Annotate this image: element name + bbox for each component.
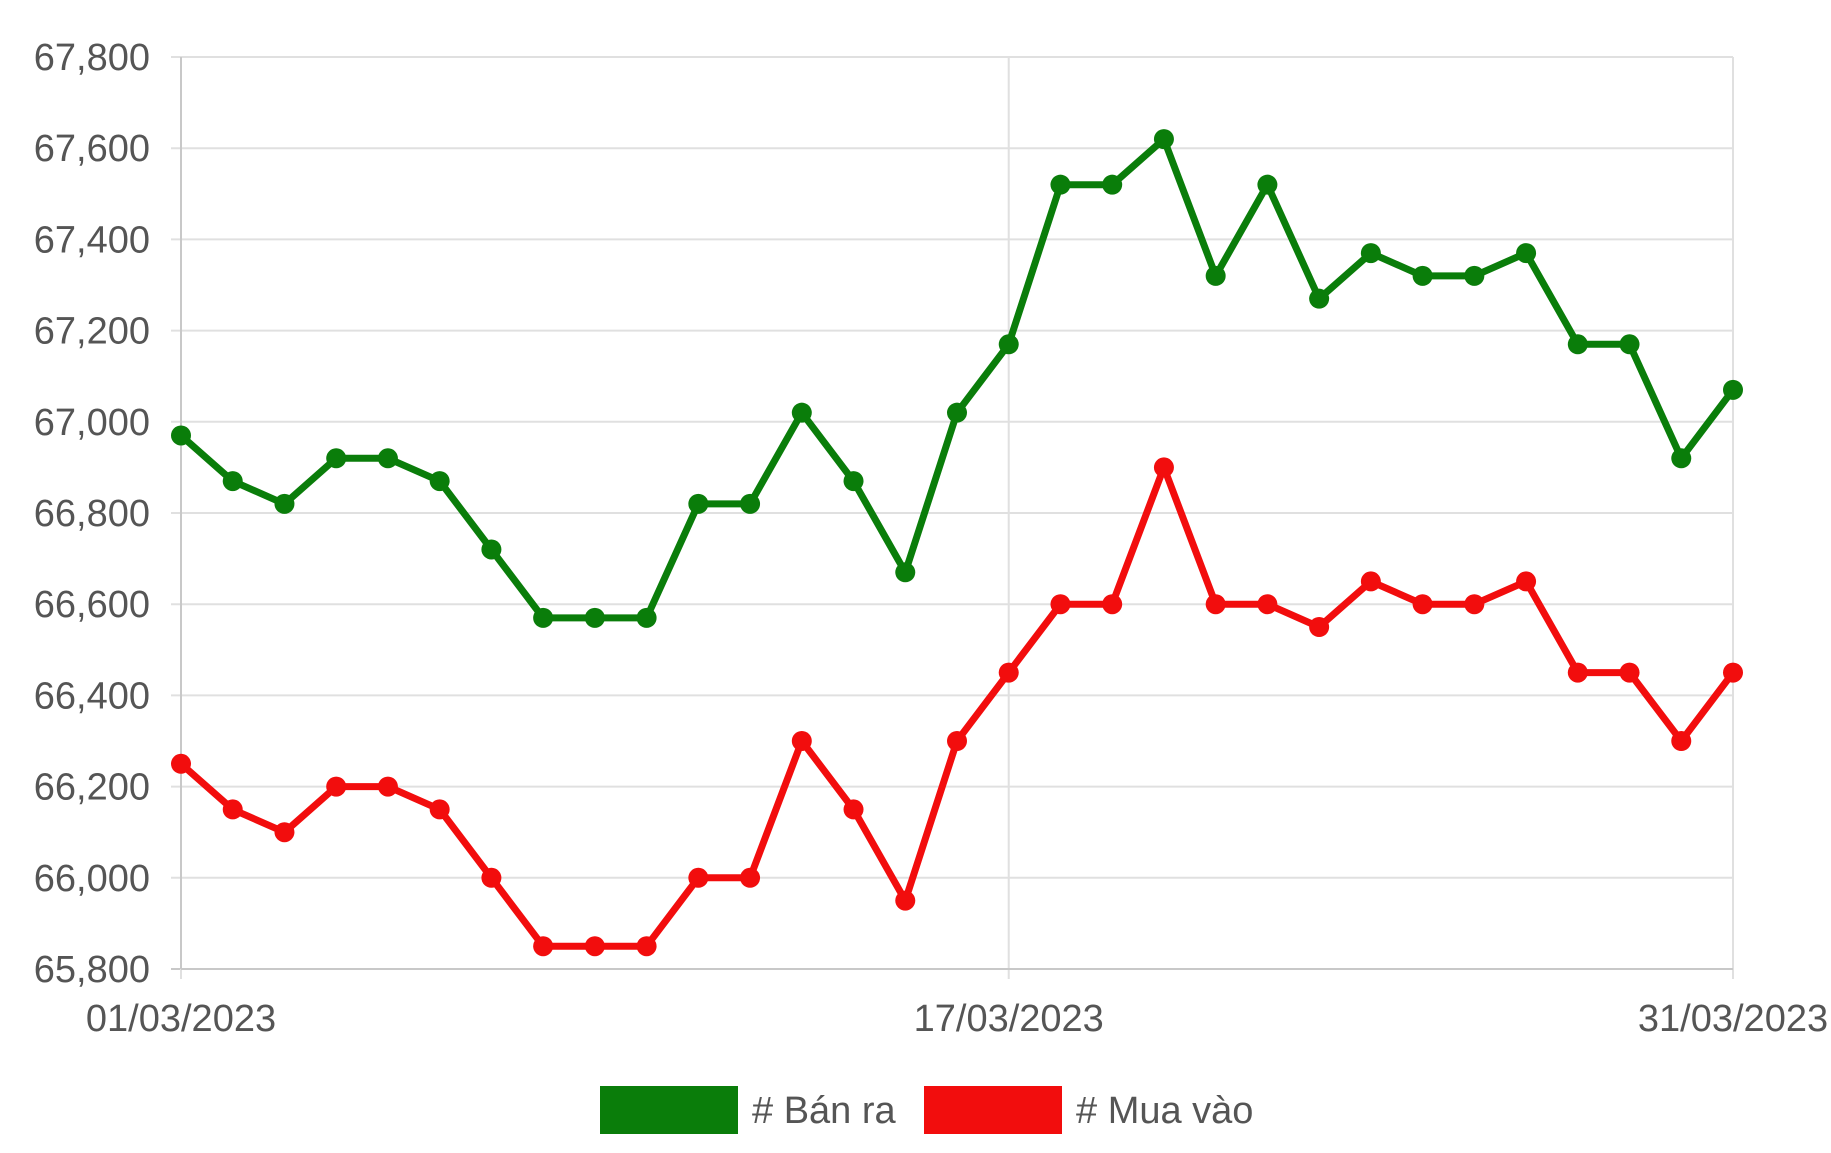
series-line	[177, 135, 1737, 622]
data-point[interactable]	[1257, 174, 1278, 195]
series-2	[171, 457, 1743, 957]
data-point[interactable]	[1360, 243, 1381, 264]
data-point[interactable]	[740, 493, 761, 514]
grid	[171, 56, 1734, 979]
data-point[interactable]	[1309, 617, 1330, 637]
data-point[interactable]	[740, 867, 761, 888]
data-point[interactable]	[1567, 662, 1588, 683]
x-tick-label: 17/03/2023	[914, 998, 1104, 1040]
data-point[interactable]	[636, 936, 657, 957]
data-point[interactable]	[429, 799, 450, 820]
legend-swatch	[924, 1086, 1062, 1134]
data-point[interactable]	[222, 471, 243, 492]
data-point[interactable]	[1360, 571, 1381, 592]
data-point[interactable]	[1050, 174, 1071, 195]
data-point[interactable]	[171, 425, 191, 446]
y-tick-label: 66,400	[34, 675, 150, 717]
data-point[interactable]	[895, 890, 916, 911]
data-point[interactable]	[1619, 662, 1640, 683]
data-point[interactable]	[584, 936, 605, 957]
data-point[interactable]	[1723, 662, 1743, 683]
series-1	[171, 129, 1743, 628]
series-line	[177, 463, 1737, 950]
data-point[interactable]	[843, 471, 864, 492]
data-point[interactable]	[1723, 379, 1743, 400]
y-tick-label: 67,800	[34, 37, 150, 79]
data-point[interactable]	[688, 867, 709, 888]
y-tick-label: 67,400	[34, 219, 150, 261]
data-point[interactable]	[481, 539, 502, 560]
y-tick-label: 66,000	[34, 858, 150, 900]
data-point[interactable]	[688, 493, 709, 514]
y-tick-labels: 65,800 66,000 66,200 66,400 66,600 66,800 67,0…	[34, 37, 150, 991]
data-point[interactable]	[1516, 571, 1537, 592]
data-point[interactable]	[1050, 594, 1071, 615]
data-point[interactable]	[791, 731, 812, 751]
data-point[interactable]	[636, 607, 657, 628]
data-point[interactable]	[326, 448, 347, 469]
data-point[interactable]	[377, 448, 398, 469]
y-tick-label: 66,600	[34, 584, 150, 626]
data-point[interactable]	[843, 799, 864, 820]
data-point[interactable]	[998, 334, 1019, 355]
data-point[interactable]	[1153, 129, 1174, 150]
data-point[interactable]	[947, 402, 967, 423]
legend-item[interactable]: # Mua vào	[924, 1086, 1253, 1134]
data-point[interactable]	[533, 936, 554, 957]
data-point[interactable]	[481, 867, 502, 888]
legend-swatch	[600, 1086, 738, 1134]
data-point[interactable]	[1619, 334, 1640, 355]
data-point[interactable]	[1205, 594, 1226, 615]
data-point[interactable]	[222, 799, 243, 820]
x-tick-label: 01/03/2023	[86, 998, 276, 1040]
data-point[interactable]	[1412, 594, 1433, 615]
legend-label: # Mua vào	[1076, 1090, 1253, 1132]
legend-label: # Bán ra	[752, 1090, 897, 1132]
y-tick-label: 67,200	[34, 311, 150, 353]
data-point[interactable]	[1671, 448, 1692, 469]
data-point[interactable]	[1412, 265, 1433, 286]
y-tick-label: 66,200	[34, 767, 150, 809]
legend[interactable]: # Bán ra # Mua vào	[600, 1086, 1253, 1134]
y-tick-label: 67,000	[34, 402, 150, 444]
data-point[interactable]	[1153, 457, 1174, 478]
data-point[interactable]	[1102, 174, 1123, 195]
data-point[interactable]	[274, 822, 295, 843]
data-point[interactable]	[791, 402, 812, 423]
y-tick-label: 65,800	[34, 949, 150, 991]
data-point[interactable]	[1567, 334, 1588, 355]
data-point[interactable]	[429, 471, 450, 492]
y-tick-label: 67,600	[34, 128, 150, 170]
data-point[interactable]	[326, 776, 347, 797]
data-point[interactable]	[533, 607, 554, 628]
data-point[interactable]	[1464, 594, 1485, 615]
data-point[interactable]	[947, 731, 967, 751]
data-point[interactable]	[1309, 288, 1330, 309]
y-tick-label: 66,800	[34, 493, 150, 535]
x-tick-label: 31/03/2023	[1638, 998, 1828, 1040]
axes	[180, 57, 1733, 970]
x-tick-labels: 01/03/2023 17/03/2023 31/03/2023	[86, 998, 1828, 1040]
data-point[interactable]	[998, 662, 1019, 683]
data-point[interactable]	[584, 607, 605, 628]
data-point[interactable]	[377, 776, 398, 797]
data-point[interactable]	[895, 562, 916, 583]
data-point[interactable]	[1102, 594, 1123, 615]
data-point[interactable]	[1205, 265, 1226, 286]
data-point[interactable]	[1257, 594, 1278, 615]
legend-item[interactable]: # Bán ra	[600, 1086, 897, 1134]
data-point[interactable]	[1464, 265, 1485, 286]
data-point[interactable]	[1671, 731, 1692, 751]
data-point[interactable]	[171, 753, 191, 774]
data-point[interactable]	[1516, 243, 1537, 264]
series	[171, 129, 1743, 957]
data-point[interactable]	[274, 493, 295, 514]
